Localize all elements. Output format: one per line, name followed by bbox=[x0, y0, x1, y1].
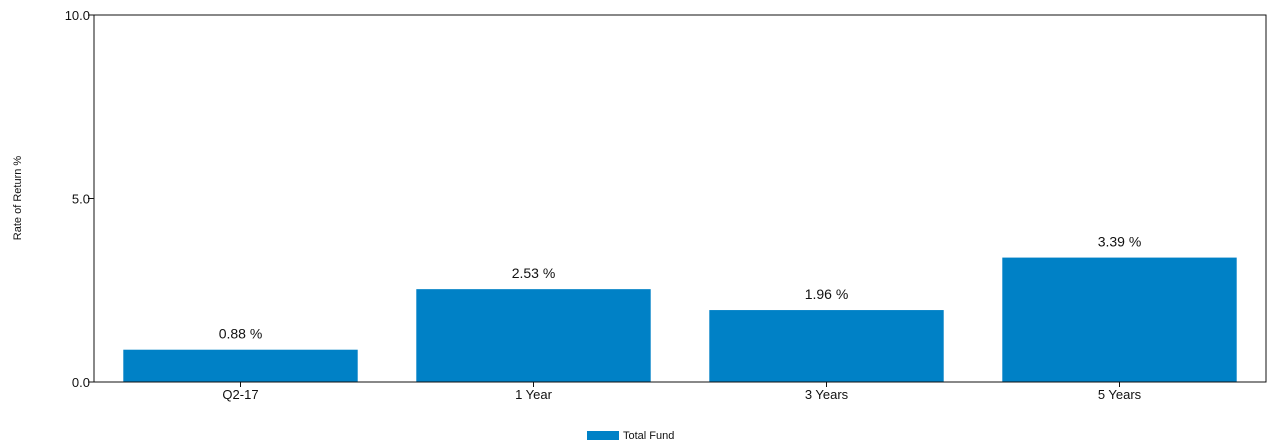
y-tick-label: 10.0 bbox=[65, 8, 90, 23]
legend: Total Fund bbox=[587, 430, 674, 442]
x-tick-label: 5 Years bbox=[1098, 387, 1142, 402]
y-axis-label: Rate of Return % bbox=[12, 156, 24, 241]
bar bbox=[416, 289, 651, 382]
value-label: 1.96 % bbox=[805, 286, 849, 302]
bar bbox=[123, 349, 358, 382]
y-axis-ticks: 0.0 5.0 10.0 bbox=[65, 8, 94, 390]
y-tick-label: 0.0 bbox=[72, 375, 90, 390]
value-label: 2.53 % bbox=[512, 265, 556, 281]
x-axis-ticks: Q2-17 1 Year 3 Years 5 Years bbox=[222, 382, 1142, 402]
x-tick-label: Q2-17 bbox=[222, 387, 258, 402]
bars-group bbox=[123, 257, 1237, 382]
value-label: 3.39 % bbox=[1098, 234, 1142, 250]
bar bbox=[1002, 257, 1237, 382]
legend-swatch-total-fund bbox=[587, 431, 619, 440]
value-label: 0.88 % bbox=[219, 326, 263, 342]
y-tick-label: 5.0 bbox=[72, 192, 90, 207]
plot-frame bbox=[93, 14, 1267, 383]
x-tick-label: 1 Year bbox=[515, 387, 553, 402]
value-labels-group: 0.88 % 2.53 % 1.96 % 3.39 % bbox=[219, 234, 1142, 342]
legend-label-total-fund: Total Fund bbox=[623, 430, 674, 442]
bar bbox=[709, 310, 944, 382]
x-tick-label: 3 Years bbox=[805, 387, 849, 402]
